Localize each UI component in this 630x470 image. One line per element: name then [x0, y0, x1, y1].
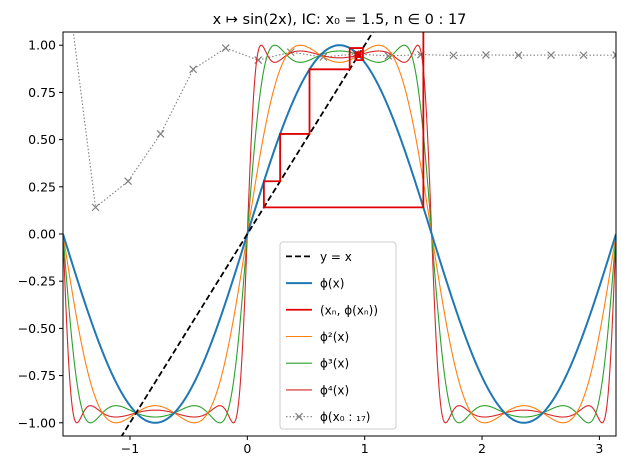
orbit-marker — [189, 65, 198, 74]
legend-label: ϕ²(x) — [320, 330, 349, 344]
orbit-marker — [124, 177, 133, 186]
chart-title: x ↦ sin(2x), IC: x₀ = 1.5, n ∈ 0 : 17 — [213, 12, 467, 28]
orbit-marker — [612, 51, 616, 60]
x-tick-label: −1 — [121, 441, 139, 456]
x-tick-label: 1 — [361, 441, 369, 456]
x-tick-label: 0 — [243, 441, 251, 456]
phi-curve — [63, 44, 616, 424]
x-tick-label: 3 — [595, 441, 603, 456]
orbit-marker — [482, 51, 490, 59]
identity-line — [120, 32, 374, 436]
x-tick-label: 2 — [478, 441, 486, 456]
axes-layer: −1 0 1 2 3 −1.00 −0.75 −0.50 −0.25 0.00 0.25 0.50 0.… — [18, 31, 617, 456]
curves-layer — [63, 32, 616, 436]
orbit-marker — [449, 51, 458, 60]
y-tick-label: −0.50 — [18, 321, 56, 336]
legend-label: y = x — [320, 250, 352, 264]
legend-label: ϕ⁴(x) — [320, 383, 349, 397]
orbit-marker — [547, 51, 555, 59]
y-tick-label: −0.75 — [18, 368, 56, 383]
y-tick-label: 1.00 — [28, 38, 56, 53]
legend-box — [279, 241, 397, 430]
y-tick-label: 0.75 — [28, 85, 56, 100]
legend-label: ϕ³(x) — [320, 357, 349, 371]
orbit-line — [72, 32, 616, 209]
iterate-3-curve — [63, 44, 616, 424]
orbit-marker — [91, 203, 100, 212]
y-tick-label: −0.25 — [18, 274, 56, 289]
cobweb-path — [262, 32, 425, 209]
legend-label: ϕ(x₀ : ₁₇) — [320, 410, 370, 424]
y-tick-label: 0.50 — [28, 132, 56, 147]
legend-label: ϕ(x) — [320, 277, 344, 291]
y-tick-label: 0.25 — [28, 179, 56, 194]
orbit-marker — [156, 130, 165, 138]
orbit-marker — [221, 44, 230, 52]
iterate-4-curve — [63, 44, 616, 424]
iterate-2-curve — [63, 44, 616, 424]
y-tick-label: 0.00 — [28, 227, 56, 242]
orbit-marker — [514, 51, 523, 60]
legend: y = x ϕ(x) (xₙ, ϕ(xₙ)) ϕ²(x) ϕ³(x) ϕ⁴(x) ϕ(x₀ … — [279, 241, 397, 430]
legend-marker — [295, 412, 303, 421]
orbit-marker — [579, 51, 588, 60]
y-tick-label: −1.00 — [18, 415, 56, 430]
legend-label: (xₙ, ϕ(xₙ)) — [320, 303, 378, 317]
